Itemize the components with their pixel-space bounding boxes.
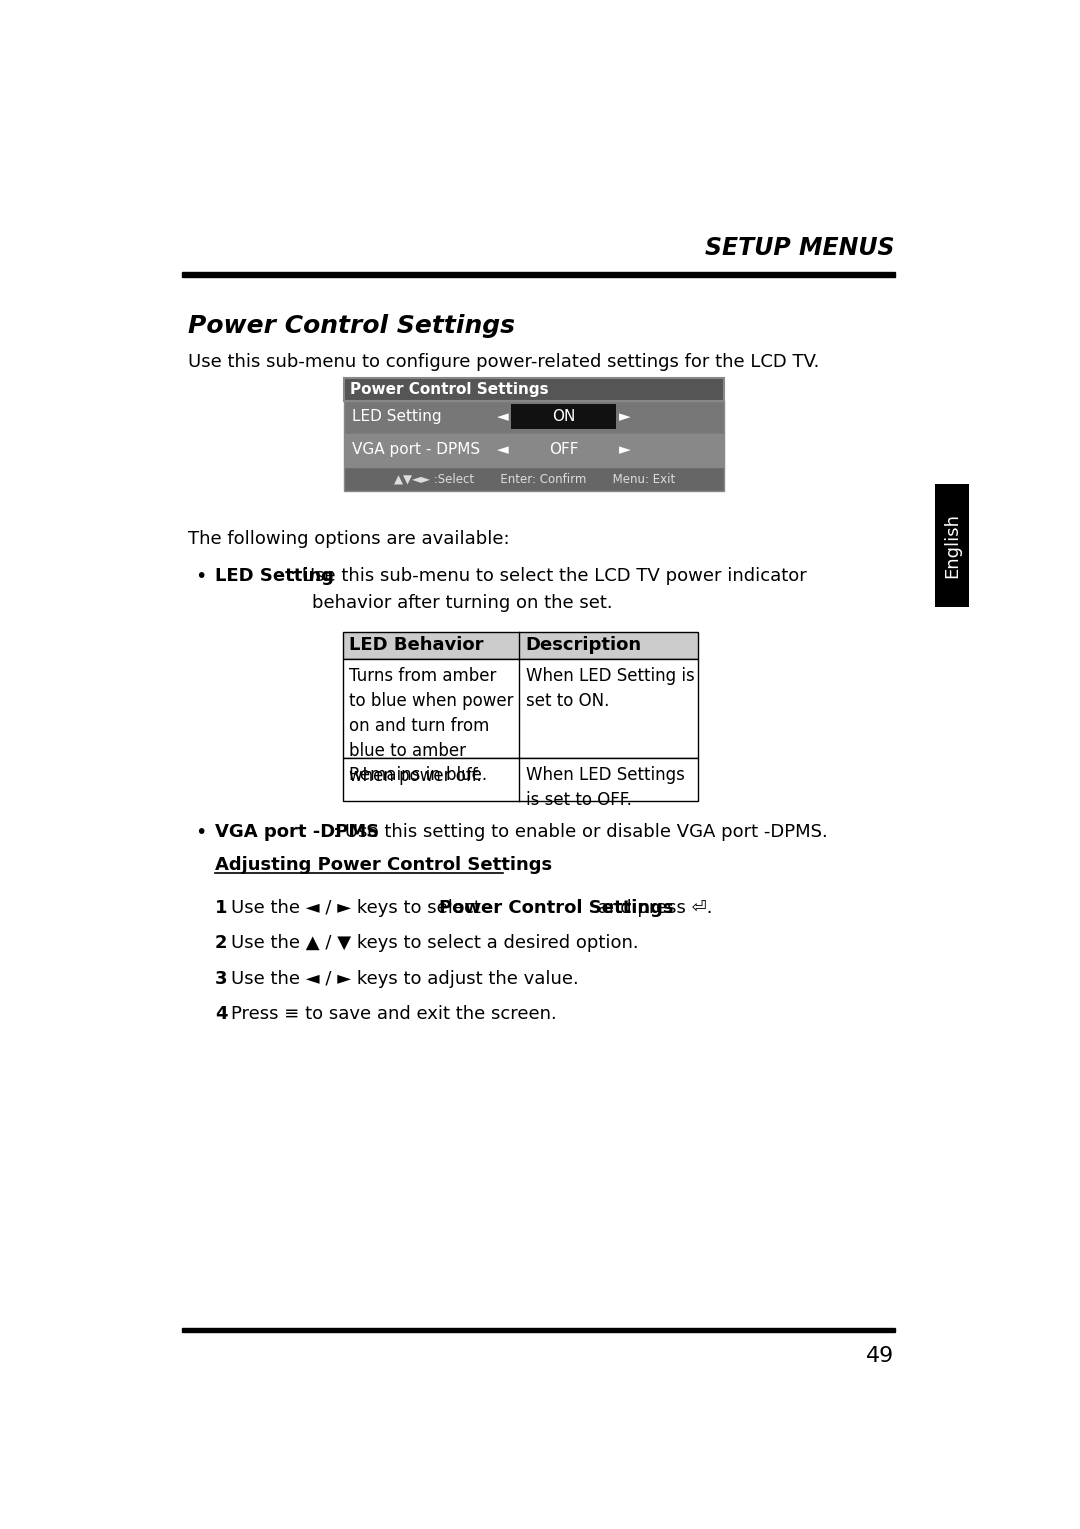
Bar (342, 631, 698, 659)
Text: 4: 4 (215, 1005, 227, 1023)
Text: ON: ON (552, 410, 576, 424)
Text: When LED Setting is
set to ON.: When LED Setting is set to ON. (526, 667, 694, 709)
Text: Press ≡ to save and exit the screen.: Press ≡ to save and exit the screen. (231, 1005, 557, 1023)
Bar (345, 466, 724, 491)
Text: Use this sub-menu to configure power-related settings for the LCD TV.: Use this sub-menu to configure power-rel… (188, 353, 819, 372)
Text: OFF: OFF (549, 442, 578, 457)
Bar (511, 405, 616, 430)
Bar (181, 272, 894, 277)
Text: Power Control Settings: Power Control Settings (438, 899, 673, 917)
Text: ►: ► (619, 442, 631, 457)
Text: VGA port - DPMS: VGA port - DPMS (352, 442, 481, 457)
Text: LED Setting: LED Setting (352, 410, 442, 424)
Text: SETUP MENUS: SETUP MENUS (705, 237, 894, 260)
Text: : Use this sub-menu to select the LCD TV power indicator: : Use this sub-menu to select the LCD TV… (291, 567, 807, 586)
Text: English: English (943, 512, 961, 578)
Text: Use the ▲ / ▼ keys to select a desired option.: Use the ▲ / ▼ keys to select a desired o… (231, 934, 638, 953)
Text: LED Behavior: LED Behavior (349, 636, 484, 654)
Text: ▲▼◄► :Select       Enter: Confirm       Menu: Exit: ▲▼◄► :Select Enter: Confirm Menu: Exit (393, 472, 675, 486)
Text: •: • (195, 567, 207, 586)
Bar (345, 434, 724, 466)
Text: Use the ◄ / ► keys to adjust the value.: Use the ◄ / ► keys to adjust the value. (231, 969, 579, 988)
Text: VGA port -DPMS: VGA port -DPMS (215, 823, 379, 841)
Text: 2: 2 (215, 934, 227, 953)
Text: Adjusting Power Control Settings: Adjusting Power Control Settings (215, 856, 552, 875)
Text: Use the ◄ / ► keys to select: Use the ◄ / ► keys to select (231, 899, 487, 917)
Bar (342, 659, 698, 758)
Text: and press ⏎.: and press ⏎. (592, 899, 713, 917)
Text: 49: 49 (866, 1346, 894, 1367)
Text: : Use this setting to enable or disable VGA port -DPMS.: : Use this setting to enable or disable … (333, 823, 827, 841)
Bar (935, 483, 969, 607)
Text: Remains in blue.: Remains in blue. (349, 766, 487, 783)
Text: Turns from amber
to blue when power
on and turn from
blue to amber
when power of: Turns from amber to blue when power on a… (349, 667, 513, 784)
Text: The following options are available:: The following options are available: (188, 531, 510, 547)
Text: LED Setting: LED Setting (215, 567, 334, 586)
Text: •: • (195, 823, 207, 841)
Bar (181, 1327, 894, 1332)
Text: 1: 1 (215, 899, 227, 917)
Text: behavior after turning on the set.: behavior after turning on the set. (312, 593, 612, 612)
Bar (345, 378, 724, 401)
Bar (345, 401, 724, 434)
Text: 3: 3 (215, 969, 227, 988)
Text: ◄: ◄ (497, 410, 509, 424)
Text: ◄: ◄ (497, 442, 509, 457)
Text: ►: ► (619, 410, 631, 424)
Bar (342, 758, 698, 801)
Text: When LED Settings
is set to OFF.: When LED Settings is set to OFF. (526, 766, 685, 809)
Text: Description: Description (526, 636, 642, 654)
Text: Power Control Settings: Power Control Settings (188, 315, 515, 338)
Text: Power Control Settings: Power Control Settings (350, 382, 549, 396)
